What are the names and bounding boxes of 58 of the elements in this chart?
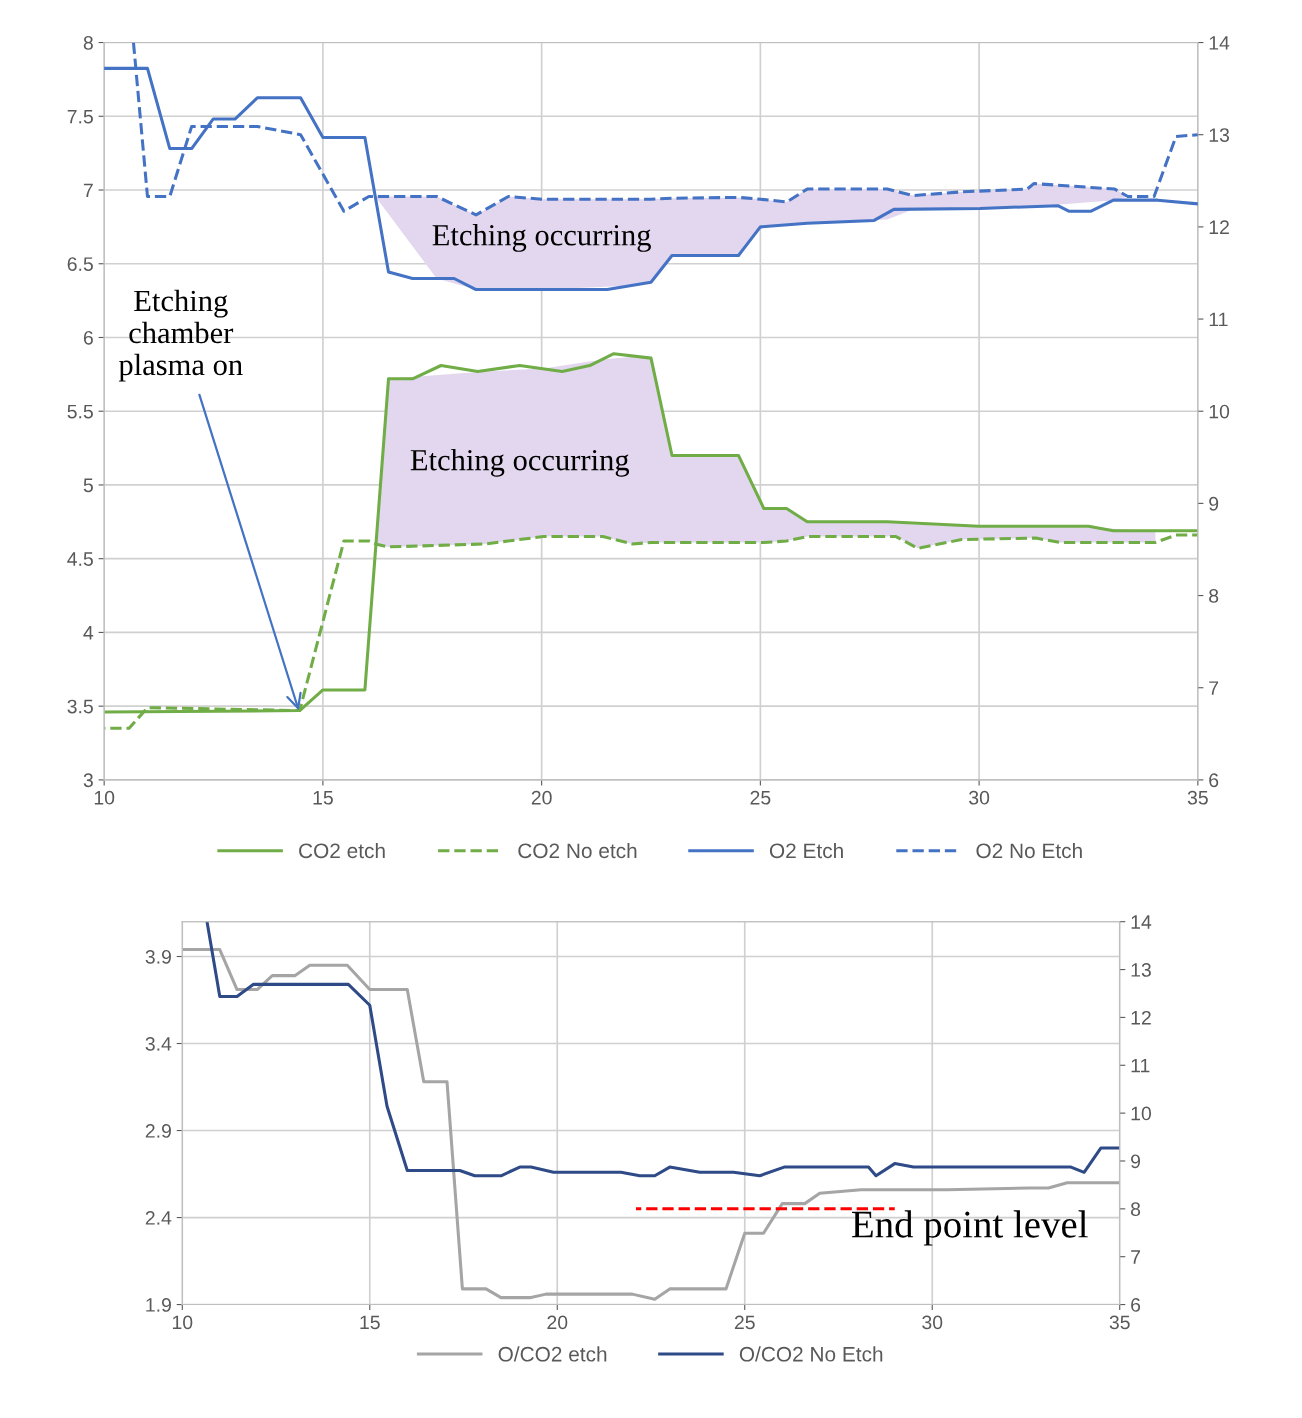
annotation: Etching occurring [432,224,651,252]
x-tick-label: 10 [172,1315,193,1330]
y2-tick-label: 8 [1209,589,1219,603]
y-tick-label: 4 [83,626,94,640]
x-tick-label: 10 [94,790,115,805]
x-tick-label: 20 [531,790,552,805]
y2-tick-label: 9 [1131,1154,1141,1169]
x-tick-label: 15 [360,1315,380,1330]
line-series [182,948,1120,1301]
y-tick-label: 5 [83,478,93,493]
legend-label: O/CO2 etch [498,1346,607,1362]
legend-label: O/CO2 No Etch [739,1346,883,1362]
x-tick-label: 35 [1109,1315,1130,1330]
x-tick-label: 20 [547,1315,568,1330]
y2-tick-label: 14 [1209,36,1230,50]
legend-label: CO2 No etch [518,842,637,859]
y2-tick-label: 7 [1209,681,1219,695]
x-tick-label: 35 [1187,790,1208,805]
y-tick-label: 1.9 [146,1298,171,1312]
x-tick-label: 30 [969,790,990,805]
y-tick-label: 6 [83,330,93,345]
annotation: Etching occurring [410,448,630,477]
y2-tick-label: 13 [1209,128,1230,142]
y2-tick-label: 12 [1131,1010,1151,1025]
line-series [205,921,1120,1178]
x-tick-label: 25 [734,1315,755,1330]
legend-label: O2 No Etch [976,842,1082,859]
x-tick-label: 15 [313,791,333,805]
x-tick-label: 25 [750,790,771,805]
y2-tick-label: 9 [1209,496,1219,511]
y-tick-label: 7.5 [67,109,93,124]
y2-tick-label: 11 [1209,312,1228,327]
x-tick-label: 30 [922,1315,943,1330]
y2-tick-label: 14 [1131,915,1152,929]
y2-tick-label: 7 [1131,1250,1140,1264]
y2-tick-label: 6 [1131,1298,1141,1312]
legend-label: O2 Etch [769,842,843,859]
y-tick-label: 8 [83,36,93,50]
y2-tick-label: 6 [1209,773,1219,788]
y2-tick-label: 10 [1131,1106,1151,1121]
y-tick-label: 2.9 [145,1124,171,1138]
y-tick-label: 3.9 [145,949,171,964]
y-tick-label: 7 [83,183,93,198]
y2-tick-label: 13 [1131,963,1151,977]
legend-label: CO2 etch [299,842,385,859]
y-tick-label: 2.4 [145,1211,172,1225]
annotation: Etching chamber plasma on [118,289,243,382]
y2-tick-label: 11 [1131,1058,1150,1073]
y-tick-label: 3 [83,773,93,788]
y-tick-label: 4.5 [67,552,93,566]
y2-tick-label: 10 [1209,404,1230,419]
y-tick-label: 3.4 [145,1036,172,1051]
y2-tick-label: 8 [1130,1202,1141,1217]
y-tick-label: 6.5 [67,257,93,271]
y2-tick-label: 12 [1209,220,1229,234]
y-tick-label: 3.5 [67,699,93,714]
y-tick-label: 5.5 [67,404,93,419]
annotation: End point level [852,1210,1088,1246]
